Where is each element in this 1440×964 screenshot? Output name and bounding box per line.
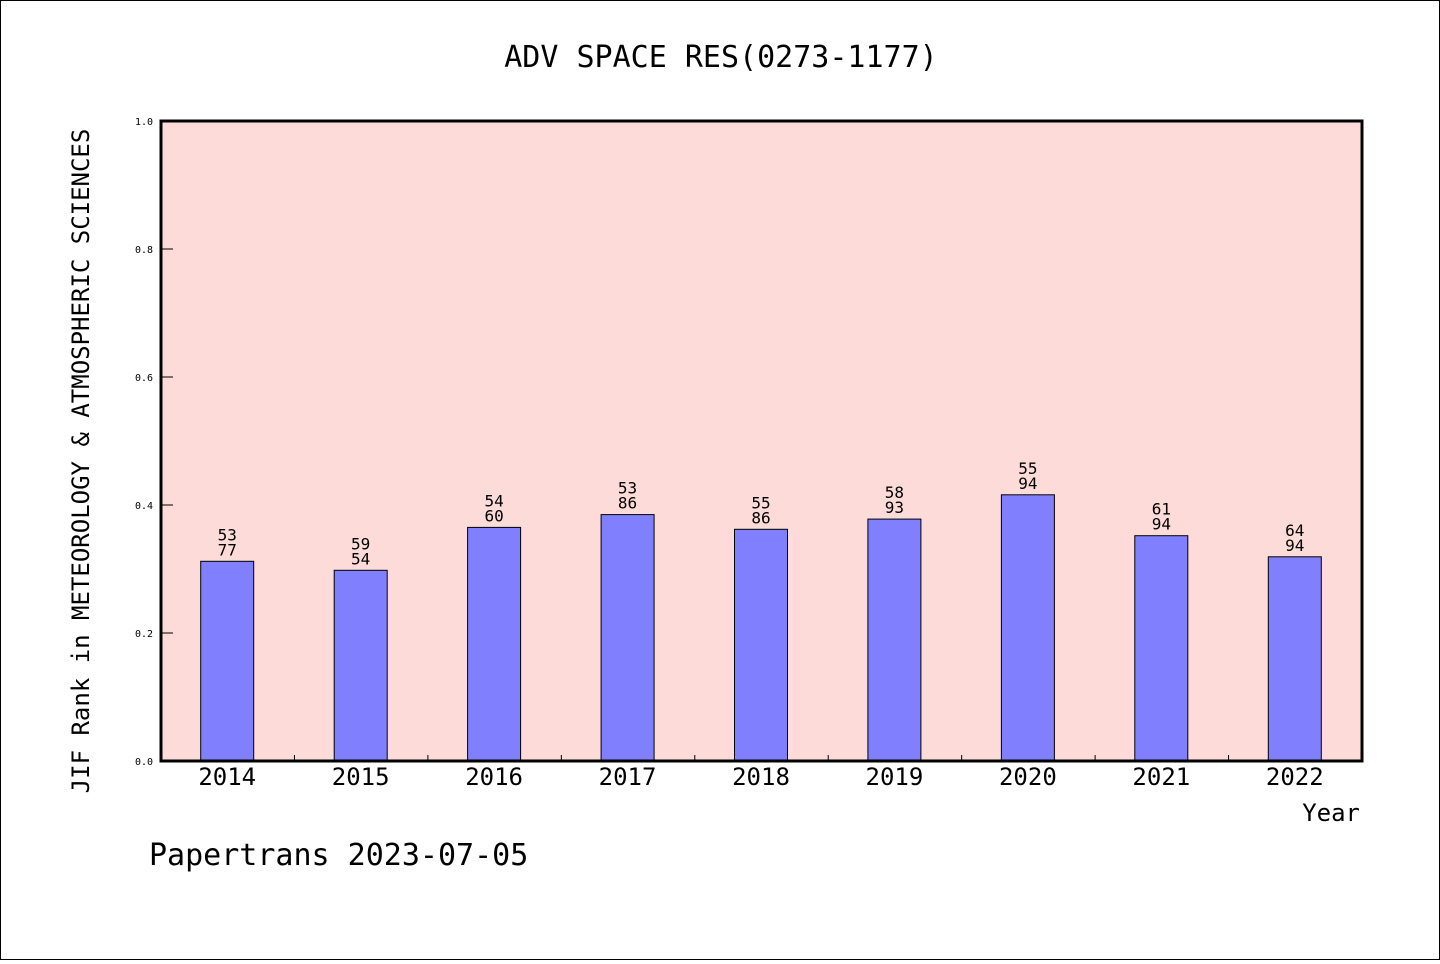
x-tick-label-2022: 2022 (1266, 763, 1324, 791)
bar-2022 (1267, 556, 1322, 762)
x-tick-label-2017: 2017 (599, 763, 657, 791)
footer-credit: Papertrans 2023-07-05 (149, 838, 528, 873)
y-tick-label-0.6: 0.6 (135, 373, 153, 384)
y-axis-label: JIF Rank in METEOROLOGY & ATMOSPHERIC SC… (67, 129, 95, 794)
bar-label-rank-2020: 55 (1018, 459, 1037, 478)
bar-2017 (600, 514, 655, 762)
x-tick-label-2015: 2015 (332, 763, 390, 791)
y-tick-label-0.8: 0.8 (135, 245, 153, 256)
bar-2020 (1000, 494, 1055, 762)
bar-label-rank-2022: 64 (1285, 521, 1304, 540)
chart-title: ADV SPACE RES(0273-1177) (504, 40, 937, 75)
y-tick-label-0.0: 0.0 (135, 757, 153, 768)
bar-2019 (867, 518, 922, 762)
bar-label-total-2017: 86 (618, 494, 637, 513)
x-tick-label-2018: 2018 (732, 763, 790, 791)
y-tick-label-1.0: 1.0 (135, 117, 153, 128)
bar-label-total-2016: 60 (484, 506, 503, 525)
bar-2015 (333, 569, 388, 762)
x-tick-label-2016: 2016 (465, 763, 523, 791)
bar-label-total-2020: 94 (1018, 474, 1037, 493)
bar-label-rank-2016: 54 (484, 491, 503, 510)
plot-border (159, 119, 1364, 763)
bar-2021 (1134, 535, 1189, 762)
bar-label-rank-2021: 61 (1152, 500, 1171, 519)
x-axis-label: Year (1302, 799, 1360, 827)
bar-2016 (467, 526, 522, 762)
bar-label-total-2021: 94 (1152, 515, 1171, 534)
x-tick-label-2019: 2019 (866, 763, 924, 791)
bar-2018 (734, 528, 788, 762)
bar-label-total-2018: 86 (751, 508, 770, 527)
bar-label-total-2019: 93 (885, 498, 904, 517)
x-tick-label-2021: 2021 (1132, 763, 1190, 791)
x-tick-label-2020: 2020 (999, 763, 1057, 791)
bar-label-total-2015: 54 (351, 549, 370, 568)
bar-2014 (200, 560, 255, 762)
bar-label-rank-2019: 58 (885, 483, 904, 502)
x-tick-label-2014: 2014 (198, 763, 256, 791)
ticks-layer: 2014 2015 2016 2017 2018 2019 2020 2021 2022 0.0 0… (135, 117, 1324, 791)
bar-label-rank-2014: 53 (218, 525, 237, 544)
bar-label-total-2014: 77 (218, 540, 237, 559)
y-tick-label-0.4: 0.4 (135, 501, 153, 512)
y-tick-label-0.2: 0.2 (135, 629, 153, 640)
bar-label-rank-2018: 55 (751, 493, 770, 512)
bar-label-rank-2015: 59 (351, 534, 370, 553)
bar-label-total-2022: 94 (1285, 536, 1304, 555)
bar-label-rank-2017: 53 (618, 479, 637, 498)
